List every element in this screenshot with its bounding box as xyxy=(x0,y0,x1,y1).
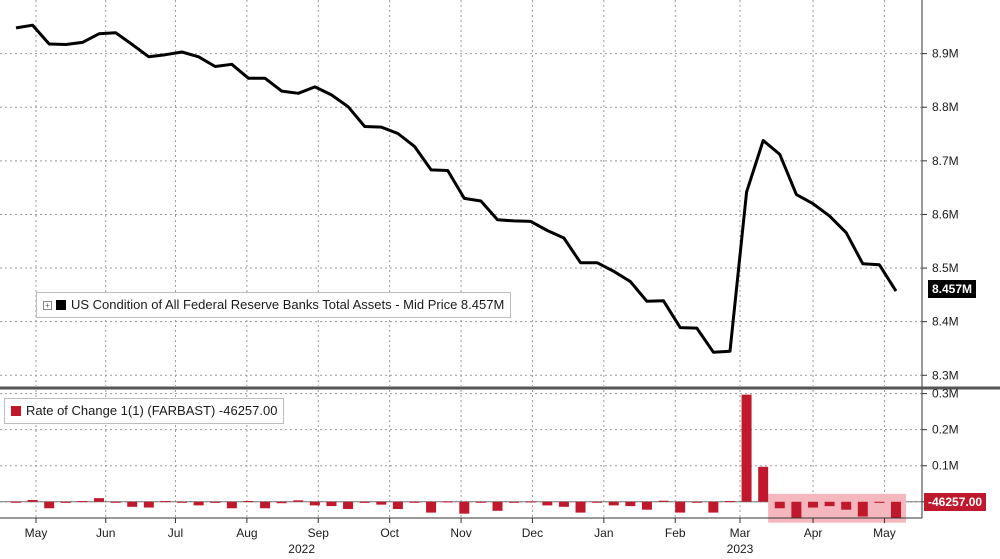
rate-of-change-bars xyxy=(11,394,901,519)
change-bar xyxy=(326,501,337,507)
y-tick-label: 0.2M xyxy=(932,423,959,437)
change-bar xyxy=(658,500,669,502)
y-tick-label: 8.9M xyxy=(932,47,959,61)
bottom-legend[interactable]: Rate of Change 1(1) (FARBAST) -46257.00 xyxy=(4,398,285,424)
change-bar xyxy=(625,501,636,507)
change-bar xyxy=(293,500,304,502)
x-tick-label: Feb xyxy=(665,526,686,540)
right-axis: 8.3M8.4M8.5M8.6M8.7M8.8M8.9M00.1M0.2M0.3… xyxy=(921,0,959,518)
year-label: 2023 xyxy=(727,542,754,556)
last-change-tag: -46257.00 xyxy=(924,493,987,511)
change-bar xyxy=(44,501,55,509)
change-bar xyxy=(160,501,171,503)
change-bar xyxy=(359,501,370,503)
change-bar xyxy=(27,499,38,502)
y-tick-label: 8.6M xyxy=(932,207,959,221)
x-tick-label: Aug xyxy=(236,526,257,540)
change-bar xyxy=(94,498,105,502)
x-tick-label: May xyxy=(25,526,48,540)
bar-swatch-icon xyxy=(11,406,21,416)
change-bar xyxy=(276,501,287,504)
x-tick-label: Sep xyxy=(308,526,330,540)
change-bar xyxy=(442,501,453,503)
x-tick-label: Jun xyxy=(96,526,115,540)
change-bar xyxy=(857,501,868,517)
change-bar xyxy=(459,501,470,514)
change-bar xyxy=(891,501,901,519)
y-tick-label: 8.7M xyxy=(932,154,959,168)
change-bar xyxy=(210,501,221,503)
change-bar xyxy=(841,501,852,510)
x-tick-label: Jul xyxy=(168,526,183,540)
y-tick-label: 0.3M xyxy=(932,387,959,401)
x-axis: May Jun Jul Aug Sep Oct Nov Dec Jan Feb Mar Apr May 2… xyxy=(0,517,922,556)
change-bar xyxy=(177,501,188,503)
change-bar xyxy=(874,501,885,503)
change-bar xyxy=(343,501,354,509)
expand-icon[interactable]: + xyxy=(43,301,52,310)
change-bar xyxy=(509,501,520,503)
change-bar xyxy=(641,501,652,510)
y-tick-label: 0.1M xyxy=(932,459,959,473)
change-bar xyxy=(243,501,254,503)
line-swatch-icon xyxy=(56,300,66,310)
last-value-tag: 8.457M xyxy=(928,280,977,298)
change-bar xyxy=(824,501,835,507)
change-bar xyxy=(110,501,121,503)
bottom-legend-label: Rate of Change 1(1) (FARBAST) -46257.00 xyxy=(26,403,278,418)
total-assets-line xyxy=(15,23,898,354)
change-bar xyxy=(791,501,802,519)
top-legend-label: US Condition of All Federal Reserve Bank… xyxy=(71,297,505,312)
change-bar xyxy=(426,501,437,513)
change-bar xyxy=(127,501,138,507)
change-bar xyxy=(708,501,719,513)
change-bar xyxy=(525,501,536,503)
change-bar xyxy=(675,501,686,513)
change-bar xyxy=(807,501,818,508)
change-bar xyxy=(558,501,569,507)
change-bar xyxy=(77,501,88,503)
x-tick-label: Mar xyxy=(730,526,751,540)
y-tick-label: 8.3M xyxy=(932,368,959,382)
x-tick-label: Jan xyxy=(594,526,613,540)
change-bar xyxy=(724,501,735,503)
change-bar xyxy=(11,501,21,503)
change-bar xyxy=(226,501,237,509)
change-bar xyxy=(475,501,486,503)
x-tick-label: Dec xyxy=(522,526,543,540)
change-bar xyxy=(575,501,586,513)
change-bar xyxy=(758,466,769,502)
top-legend[interactable]: + US Condition of All Federal Reserve Ban… xyxy=(36,292,512,318)
change-bar xyxy=(492,501,503,511)
change-bar xyxy=(542,501,553,506)
change-bar xyxy=(392,501,403,509)
y-tick-label: 8.8M xyxy=(932,100,959,114)
x-tick-label: Nov xyxy=(450,526,471,540)
change-bar xyxy=(409,501,420,503)
y-tick-label: 8.4M xyxy=(932,315,959,329)
change-bar xyxy=(592,501,603,503)
change-bar xyxy=(608,501,619,506)
change-bar xyxy=(143,501,154,508)
y-tick-label: 8.5M xyxy=(932,261,959,275)
x-tick-label: Apr xyxy=(804,526,823,540)
change-bar xyxy=(309,501,320,506)
x-tick-label: Oct xyxy=(380,526,399,540)
change-bar xyxy=(774,501,785,509)
change-bar xyxy=(691,501,702,503)
change-bar xyxy=(60,501,71,503)
year-label: 2022 xyxy=(288,542,315,556)
x-tick-label: May xyxy=(873,526,896,540)
change-bar xyxy=(193,501,204,506)
change-bar xyxy=(260,501,271,509)
change-bar xyxy=(376,501,387,505)
change-bar xyxy=(741,394,752,502)
